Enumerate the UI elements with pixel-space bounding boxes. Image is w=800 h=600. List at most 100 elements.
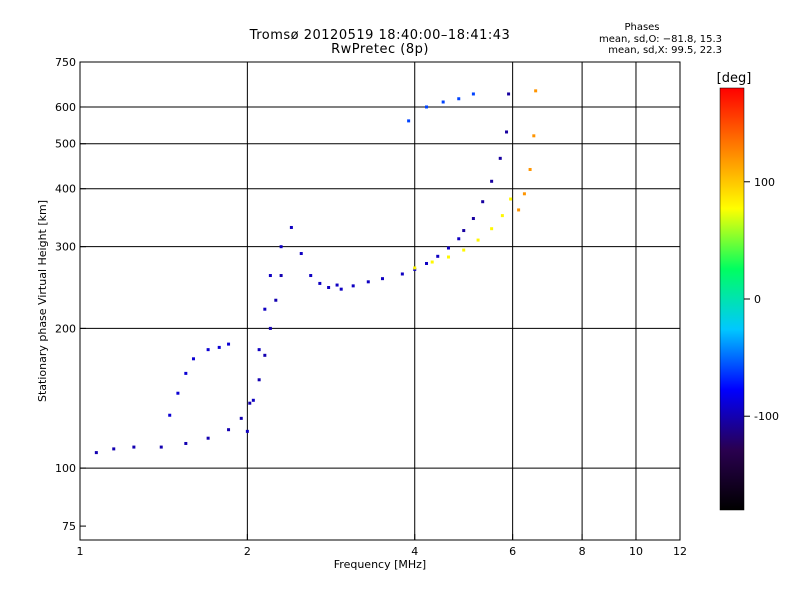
chart-subtitle: RwPretec (8p) xyxy=(331,42,429,57)
x-tick-label: 1 xyxy=(77,545,84,558)
echo-point xyxy=(407,119,411,123)
echo-point xyxy=(425,105,429,109)
phases-line-o: mean, sd,O: −81.8, 15.3 xyxy=(599,34,722,45)
echo-point xyxy=(522,192,526,196)
echo-point xyxy=(184,441,188,445)
echo-point xyxy=(457,237,461,241)
echo-point xyxy=(94,451,98,455)
colorbar-gradient xyxy=(719,87,745,511)
echo-point xyxy=(274,298,278,302)
echo-point xyxy=(400,272,404,276)
echo-point xyxy=(309,274,313,278)
y-tick-label: 400 xyxy=(55,183,76,196)
x-tick-label: 2 xyxy=(244,545,251,558)
y-axis-label: Stationary phase Virtual Height [km] xyxy=(36,200,49,402)
x-tick-label: 8 xyxy=(579,545,586,558)
echo-point xyxy=(257,348,261,352)
echo-point xyxy=(335,283,339,287)
plot-frame xyxy=(79,61,681,541)
echo-point xyxy=(217,345,221,349)
echo-point xyxy=(413,266,417,270)
echo-point xyxy=(380,277,384,281)
echo-point xyxy=(112,447,116,451)
y-tick-label: 500 xyxy=(55,138,76,151)
echo-point xyxy=(159,445,163,449)
x-tick-label: 12 xyxy=(673,545,687,558)
echo-point xyxy=(430,260,434,264)
echo-point xyxy=(227,342,231,346)
echo-point xyxy=(476,238,480,242)
echo-point xyxy=(457,97,461,101)
y-tick-label: 100 xyxy=(55,462,76,475)
y-tick-label: 75 xyxy=(62,520,76,533)
echo-point xyxy=(534,89,538,93)
phases-line-x: mean, sd,X: 99.5, 22.3 xyxy=(608,45,722,56)
data-points xyxy=(94,89,538,455)
y-tick-label: 200 xyxy=(55,322,76,335)
echo-point xyxy=(446,255,450,259)
echo-point xyxy=(507,92,511,96)
echo-point xyxy=(498,156,502,160)
x-tick-label: 4 xyxy=(411,545,418,558)
echo-point xyxy=(481,200,485,204)
echo-point xyxy=(425,261,429,265)
echo-point xyxy=(239,416,243,420)
x-axis-ticks: 1 2 4 6 8 10 12 xyxy=(77,534,687,558)
echo-point xyxy=(206,436,210,440)
echo-point xyxy=(299,252,303,256)
y-tick-label: 750 xyxy=(55,56,76,69)
echo-point xyxy=(351,284,355,288)
echo-point xyxy=(263,353,267,357)
echo-point xyxy=(268,326,272,330)
echo-point xyxy=(436,254,440,258)
echo-point xyxy=(441,100,445,104)
echo-point xyxy=(532,134,536,138)
echo-point xyxy=(289,225,293,229)
x-axis-label: Frequency [MHz] xyxy=(334,558,426,571)
x-tick-label: 10 xyxy=(629,545,643,558)
echo-point xyxy=(279,274,283,278)
x-tick-label: 6 xyxy=(509,545,516,558)
echo-point xyxy=(462,229,466,233)
echo-point xyxy=(263,307,267,311)
echo-point xyxy=(528,167,532,171)
gridlines xyxy=(80,62,680,540)
echo-point xyxy=(500,214,504,218)
y-tick-label: 300 xyxy=(55,241,76,254)
echo-point xyxy=(509,197,513,201)
echo-point xyxy=(184,371,188,375)
colorbar-label: [deg] xyxy=(717,71,752,86)
colorbar-tick-label: 100 xyxy=(754,176,775,189)
echo-point xyxy=(318,281,322,285)
echo-point xyxy=(471,92,475,96)
colorbar-tick-label: 0 xyxy=(754,293,761,306)
colorbar-tick-label: -100 xyxy=(754,410,779,423)
y-tick-label: 600 xyxy=(55,101,76,114)
echo-point xyxy=(471,217,475,221)
echo-point xyxy=(206,348,210,352)
echo-point xyxy=(490,179,494,183)
echo-point xyxy=(446,246,450,250)
colorbar-ticks: 100 0 -100 xyxy=(744,176,779,423)
echo-point xyxy=(168,413,172,417)
phases-title: Phases xyxy=(624,22,660,33)
echo-point xyxy=(245,429,249,433)
echo-point xyxy=(191,357,195,361)
echo-point xyxy=(227,428,231,432)
echo-point xyxy=(132,445,136,449)
echo-point xyxy=(268,274,272,278)
y-axis-ticks: 75 100 200 300 400 500 600 750 xyxy=(55,56,86,533)
echo-point xyxy=(339,287,343,291)
chart-title: Tromsø 20120519 18:40:00–18:41:43 xyxy=(249,28,511,43)
echo-point xyxy=(490,227,494,231)
echo-point xyxy=(366,280,370,284)
echo-point xyxy=(505,130,509,134)
colorbar: [deg] 100 0 -100 xyxy=(717,71,779,511)
echo-point xyxy=(517,208,521,212)
echo-point xyxy=(248,401,252,405)
echo-point xyxy=(462,248,466,252)
echo-point xyxy=(251,398,255,402)
echo-point xyxy=(257,378,261,382)
echo-point xyxy=(176,391,180,395)
